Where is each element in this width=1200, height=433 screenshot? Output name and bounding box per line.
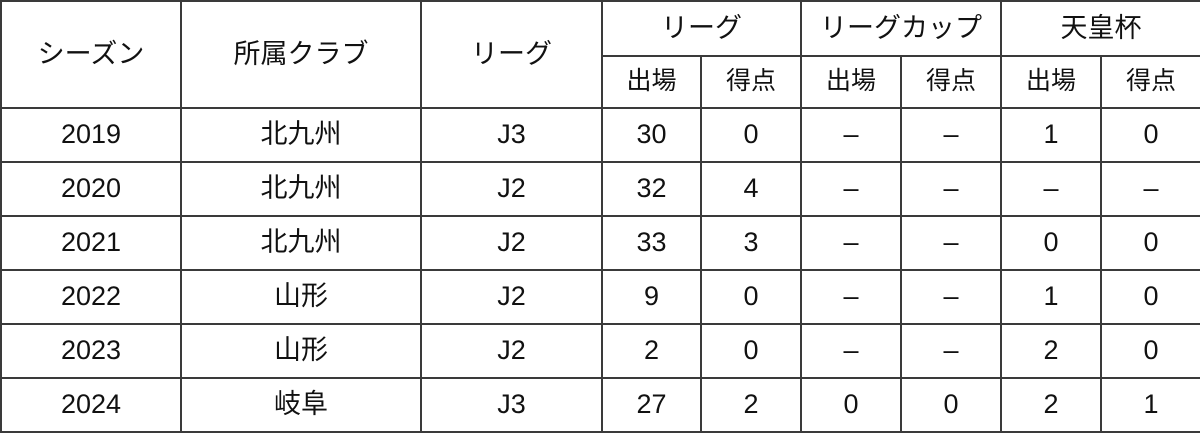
column-header-league: リーグ xyxy=(420,0,603,109)
cell-emperors-cup-goals: 1 xyxy=(1100,377,1200,433)
cell-league-goals: 3 xyxy=(700,215,802,271)
cell-league-cup-appearances: – xyxy=(800,323,902,379)
column-group-header-emperors-cup: 天皇杯 xyxy=(1000,0,1200,57)
cell-emperors-cup-appearances: 0 xyxy=(1000,215,1102,271)
cell-season: 2023 xyxy=(0,323,182,379)
table-row: 2020 北九州 J2 32 4– – – – xyxy=(0,161,1200,217)
header-group-row: シーズン 所属クラブ リーグ リーグ リーグカップ 天皇杯 xyxy=(0,0,1200,109)
cell-club: 岐阜 xyxy=(180,377,422,433)
cell-emperors-cup-appearances: 1 xyxy=(1000,269,1102,325)
cell-club: 北九州 xyxy=(180,161,422,217)
cell-emperors-cup-appearances: 2 xyxy=(1000,323,1102,379)
cell-emperors-cup-goals: 0 xyxy=(1100,107,1200,163)
cell-club: 北九州 xyxy=(180,215,422,271)
cell-league-goals: 0 xyxy=(700,269,802,325)
cell-club: 山形 xyxy=(180,323,422,379)
table-row: 2024 岐阜 J3 27 2 0 0 2 1 xyxy=(0,377,1200,433)
cell-emperors-cup-appearances: 1 xyxy=(1000,107,1102,163)
cell-league-appearances: 2 xyxy=(601,323,702,379)
cell-league-goals: 2 xyxy=(700,377,802,433)
cell-league-cup-goals: 0 xyxy=(900,377,1002,433)
cell-league: J2 xyxy=(420,161,603,217)
column-header-league-cup-appearances: 出場 xyxy=(800,55,902,109)
cell-league-goals: 0 xyxy=(700,323,802,379)
cell-emperors-cup-goals: 0 xyxy=(1100,215,1200,271)
cell-club: 北九州 xyxy=(180,107,422,163)
table-row: 2023 山形 J2 2 0– –2 0 xyxy=(0,323,1200,379)
column-header-emperors-cup-appearances: 出場 xyxy=(1000,55,1102,109)
column-header-league-cup-goals: 得点 xyxy=(900,55,1002,109)
table-row: 2021 北九州 J2 33 3– –0 0 xyxy=(0,215,1200,271)
cell-league-cup-appearances: – xyxy=(800,269,902,325)
cell-season: 2022 xyxy=(0,269,182,325)
cell-league: J2 xyxy=(420,269,603,325)
column-header-league-goals: 得点 xyxy=(700,55,802,109)
column-group-header-league: リーグ xyxy=(601,0,802,57)
cell-season: 2024 xyxy=(0,377,182,433)
cell-league-appearances: 33 xyxy=(601,215,702,271)
column-header-league-appearances: 出場 xyxy=(601,55,702,109)
cell-league: J3 xyxy=(420,377,603,433)
cell-league-goals: 4 xyxy=(700,161,802,217)
table-row: 2022 山形 J2 9 0– –1 0 xyxy=(0,269,1200,325)
cell-emperors-cup-goals: 0 xyxy=(1100,323,1200,379)
column-group-header-league-cup: リーグカップ xyxy=(800,0,1002,57)
cell-league-cup-appearances: – xyxy=(800,161,902,217)
cell-season: 2021 xyxy=(0,215,182,271)
cell-emperors-cup-appearances: – xyxy=(1000,161,1102,217)
table-body: 2019 北九州 J3 30 0– –1 0 2020 北九州 J2 32 4– – – –2021 北九州 J… xyxy=(0,107,1200,433)
cell-league-appearances: 32 xyxy=(601,161,702,217)
cell-league-cup-appearances: 0 xyxy=(800,377,902,433)
cell-emperors-cup-goals: 0 xyxy=(1100,269,1200,325)
cell-league-cup-goals: – xyxy=(900,323,1002,379)
cell-league-cup-goals: – xyxy=(900,215,1002,271)
cell-league-cup-goals: – xyxy=(900,107,1002,163)
cell-league-appearances: 9 xyxy=(601,269,702,325)
cell-league: J3 xyxy=(420,107,603,163)
cell-league-goals: 0 xyxy=(700,107,802,163)
cell-league-cup-goals: – xyxy=(900,269,1002,325)
cell-club: 山形 xyxy=(180,269,422,325)
cell-league-cup-appearances: – xyxy=(800,215,902,271)
cell-league-appearances: 30 xyxy=(601,107,702,163)
cell-league: J2 xyxy=(420,323,603,379)
cell-emperors-cup-goals: – xyxy=(1100,161,1200,217)
cell-season: 2019 xyxy=(0,107,182,163)
cell-league-appearances: 27 xyxy=(601,377,702,433)
cell-emperors-cup-appearances: 2 xyxy=(1000,377,1102,433)
column-header-emperors-cup-goals: 得点 xyxy=(1100,55,1200,109)
cell-league-cup-goals: – xyxy=(900,161,1002,217)
column-header-club: 所属クラブ xyxy=(180,0,422,109)
header-sub-row: 出場 得点 出場 得点 出場 得点 xyxy=(1,55,1200,109)
cell-league: J2 xyxy=(420,215,603,271)
table-header: シーズン 所属クラブ リーグ リーグ リーグカップ 天皇杯 出場 得点 出場 得… xyxy=(0,0,1200,109)
cell-season: 2020 xyxy=(0,161,182,217)
table-row: 2019 北九州 J3 30 0– –1 0 xyxy=(0,107,1200,163)
cell-league-cup-appearances: – xyxy=(800,107,902,163)
column-header-season: シーズン xyxy=(0,0,182,109)
